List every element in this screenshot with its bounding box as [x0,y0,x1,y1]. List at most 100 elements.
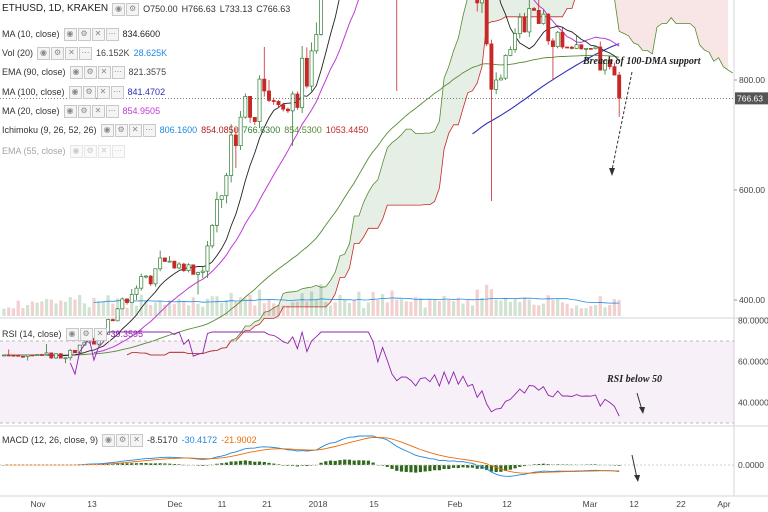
candle-body [106,319,111,335]
eye-icon[interactable]: ◉ [63,104,77,118]
close-icon[interactable]: ✕ [65,46,79,60]
indicator-controls[interactable]: ◉ ⚙ ✕ ⋯ [69,144,125,158]
close-icon[interactable]: ✕ [97,65,111,79]
candle-body [172,260,177,269]
close-icon[interactable]: ✕ [91,104,105,118]
candle-body [257,78,262,122]
rsi-controls[interactable]: ◉ ⚙ ✕ [65,327,107,341]
close-icon[interactable]: ✕ [97,144,111,158]
eye-icon[interactable]: ◉ [68,85,82,99]
indicator-controls[interactable]: ◉ ⚙ ✕ ⋯ [100,123,156,137]
more-icon[interactable]: ⋯ [111,144,125,158]
close-icon[interactable]: ✕ [96,85,110,99]
volume-bar [272,303,276,316]
eye-icon[interactable]: ◉ [100,123,114,137]
volume-bar [276,304,281,316]
volume-bar [2,308,6,316]
volume-bar [480,297,484,316]
ohlc-close: C766.63 [256,4,291,14]
candle-body [300,57,305,108]
time-axis-label: 15 [369,499,379,509]
macd-hist-bar [560,464,564,465]
indicator-legend-row: EMA (90, close) ◉ ⚙ ✕ ⋯ 821.3575 [2,64,166,80]
volume-bar [149,304,153,316]
indicator-controls[interactable]: ◉ ⚙ ✕ ⋯ [63,27,119,41]
macd-hist-bar [276,464,281,465]
settings-icon[interactable]: ⚙ [114,123,128,137]
more-icon[interactable]: ⋯ [105,27,119,41]
settings-icon[interactable]: ⚙ [51,46,65,60]
candle-body [191,264,196,275]
indicator-controls[interactable]: ◉ ⚙ ✕ ⋯ [37,46,93,60]
volume-bar [560,302,564,316]
close-icon[interactable]: ✕ [93,327,107,341]
volume-bar [49,299,53,316]
volume-bar [489,289,494,316]
more-icon[interactable]: ⋯ [79,46,93,60]
indicator-controls[interactable]: ◉ ⚙ ✕ ⋯ [63,104,119,118]
more-icon[interactable]: ⋯ [142,123,156,137]
settings-icon[interactable]: ⚙ [126,2,140,16]
cloud-segment [477,0,482,83]
candle-body [177,263,182,269]
rsi-band [0,341,734,423]
volume-bar [115,298,120,316]
eye-icon[interactable]: ◉ [63,27,77,41]
close-icon[interactable]: ✕ [91,27,105,41]
indicator-controls[interactable]: ◉ ⚙ ✕ ⋯ [69,65,125,79]
settings-icon[interactable]: ⚙ [83,144,97,158]
close-icon[interactable]: ✕ [130,433,144,447]
candle-body [219,195,224,200]
volume-bar [253,305,257,316]
volume-ma-line [93,297,620,304]
volume-bar [593,305,598,316]
eye-icon[interactable]: ◉ [65,327,79,341]
volume-bar [461,303,465,316]
volume-bar [456,297,460,316]
settings-icon[interactable]: ⚙ [116,433,130,447]
cloud-segment [273,305,279,319]
cloud-segment [694,0,700,45]
candle-body [319,0,324,35]
more-icon[interactable]: ⋯ [110,85,124,99]
macd-hist-bar [286,465,290,466]
indicator-controls[interactable]: ◉ ⚙ ✕ ⋯ [68,85,124,99]
more-icon[interactable]: ⋯ [111,65,125,79]
settings-icon[interactable]: ⚙ [79,327,93,341]
candle-body [148,275,153,285]
eye-icon[interactable]: ◉ [69,144,83,158]
macd-controls[interactable]: ◉ ⚙ ✕ [102,433,144,447]
close-icon[interactable]: ✕ [128,123,142,137]
settings-icon[interactable]: ⚙ [83,65,97,79]
cloud-segment [628,0,634,43]
candle-body [607,60,612,67]
volume-bar [319,284,323,316]
macd-hist-bar [115,463,120,465]
cloud-segment [723,0,729,70]
symbol-controls[interactable]: ◉ ⚙ [112,2,140,16]
macd-hist-bar [130,463,134,465]
eye-icon[interactable]: ◉ [37,46,51,60]
volume-bar [418,298,423,316]
volume-bar [565,303,569,316]
volume-bar [248,294,252,316]
macd-hist-bar [537,464,541,465]
candle-body [73,349,77,354]
volume-bar [324,302,328,316]
settings-icon[interactable]: ⚙ [77,27,91,41]
eye-icon[interactable]: ◉ [112,2,126,16]
macd-label: MACD (12, 26, close, 9) [2,435,99,445]
more-icon[interactable]: ⋯ [105,104,119,118]
cloud-segment [339,254,345,278]
cloud-segment [321,286,326,307]
time-axis-label: 11 [218,499,227,509]
settings-icon[interactable]: ⚙ [82,85,96,99]
volume-bar [182,301,186,316]
settings-icon[interactable]: ⚙ [77,104,91,118]
cloud-segment [709,0,714,62]
cloud-segment [496,0,501,21]
eye-icon[interactable]: ◉ [69,65,83,79]
cloud-segment [302,287,307,307]
eye-icon[interactable]: ◉ [102,433,116,447]
